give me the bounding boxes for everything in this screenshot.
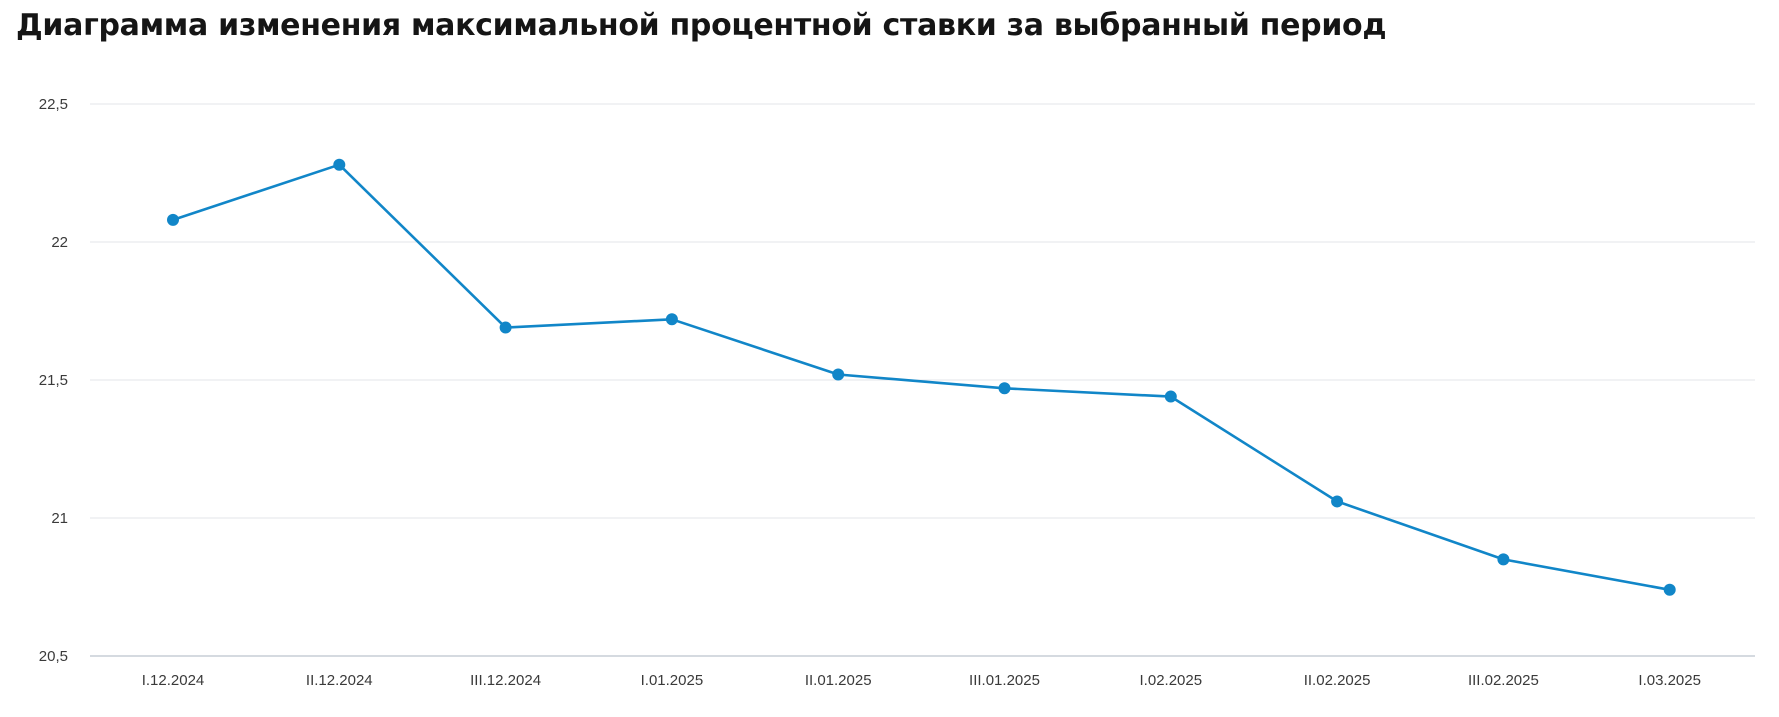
series-line — [171, 163, 1671, 592]
x-tick-label: I.01.2025 — [641, 672, 704, 689]
y-tick-label: 21 — [51, 510, 68, 527]
y-tick-label: 22 — [51, 234, 68, 251]
x-tick-label: III.01.2025 — [969, 672, 1040, 689]
x-tick-label: III.02.2025 — [1468, 672, 1539, 689]
data-point[interactable] — [167, 213, 179, 226]
data-point[interactable] — [998, 382, 1011, 395]
grid-lines — [90, 103, 1755, 657]
y-tick-label: 21,5 — [39, 372, 68, 389]
series-rate — [167, 158, 1676, 596]
x-axis-tick-labels: I.12.2024 II.12.2024 III.12.2024 I.01.2025 I… — [142, 672, 1701, 689]
data-point[interactable] — [1663, 583, 1676, 596]
data-point[interactable] — [1331, 495, 1344, 508]
x-tick-label: II.12.2024 — [306, 672, 373, 689]
x-tick-label: I.03.2025 — [1638, 672, 1701, 689]
x-tick-label: I.02.2025 — [1140, 672, 1203, 689]
x-tick-label: II.01.2025 — [805, 672, 872, 689]
data-point[interactable] — [832, 368, 845, 381]
data-point[interactable] — [665, 313, 678, 326]
y-tick-label: 20,5 — [39, 648, 68, 665]
data-point[interactable] — [499, 321, 512, 334]
data-point[interactable] — [1497, 553, 1510, 566]
y-tick-label: 22,5 — [39, 96, 68, 113]
x-tick-label: II.02.2025 — [1304, 672, 1371, 689]
data-point[interactable] — [333, 158, 346, 171]
data-point[interactable] — [1164, 390, 1177, 403]
x-tick-label: I.12.2024 — [142, 672, 205, 689]
chart-title: Диаграмма изменения максимальной процент… — [16, 8, 1387, 43]
y-axis-tick-labels: 22,5 22 21,5 21 20,5 — [39, 96, 68, 665]
x-tick-label: III.12.2024 — [470, 672, 541, 689]
